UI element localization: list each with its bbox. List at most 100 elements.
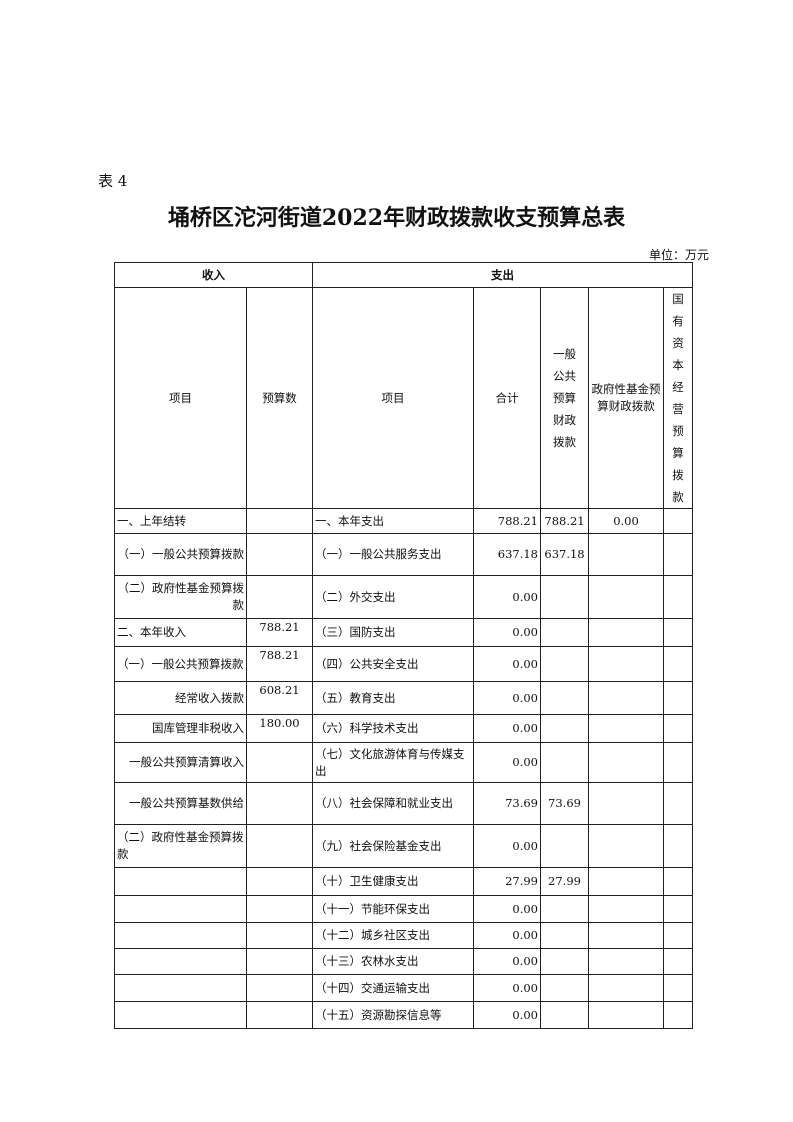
cell-state-capital: [663, 575, 693, 619]
cell-general: 27.99: [540, 867, 589, 896]
cell-income-budget: 608.21: [246, 681, 313, 715]
col-expense-item: 项目: [312, 287, 474, 509]
cell-general: 73.69: [540, 782, 589, 825]
cell-general: [540, 618, 589, 647]
cell-general: [540, 1001, 589, 1029]
table-row: （十）卫生健康支出 27.99 27.99: [114, 867, 693, 896]
cell-state-capital: [663, 1001, 693, 1029]
cell-expense-item: （十二）城乡社区支出: [312, 922, 474, 949]
cell-expense-item: （四）公共安全支出: [312, 646, 474, 682]
cell-state-capital: [663, 895, 693, 923]
cell-total: 0.00: [473, 922, 541, 949]
table-row: （十五）资源勘探信息等 0.00: [114, 1001, 693, 1029]
cell-income-item: （二）政府性基金预算拨款: [114, 575, 247, 619]
cell-expense-item: 一、本年支出: [312, 508, 474, 534]
cell-total: 0.00: [473, 681, 541, 715]
cell-general: [540, 824, 589, 868]
cell-gov-fund: [588, 782, 664, 825]
cell-income-item: 二、本年收入: [114, 618, 247, 647]
cell-gov-fund: [588, 575, 664, 619]
cell-total: 788.21: [473, 508, 541, 534]
cell-state-capital: [663, 782, 693, 825]
cell-expense-item: （八）社会保障和就业支出: [312, 782, 474, 825]
cell-income-item: 一般公共预算清算收入: [114, 742, 247, 783]
cell-income-budget: 788.21: [246, 646, 313, 682]
table-row: （二）政府性基金预算拨款 （九）社会保险基金支出 0.00: [114, 824, 693, 868]
table-row: 一、上年结转 一、本年支出 788.21 788.21 0.00: [114, 508, 693, 534]
page-title: 埇桥区沱河街道2022年财政拨款收支预算总表: [167, 205, 626, 231]
cell-expense-item: （十三）农林水支出: [312, 948, 474, 975]
cell-state-capital: [663, 948, 693, 975]
table-row: （十三）农林水支出 0.00: [114, 948, 693, 975]
cell-general: 788.21: [540, 508, 589, 534]
cell-income-item: （二）政府性基金预算拨款: [114, 824, 247, 868]
table-row: （十四）交通运输支出 0.00: [114, 974, 693, 1002]
cell-total: 0.00: [473, 1001, 541, 1029]
table-row: 二、本年收入 788.21 （三）国防支出 0.00: [114, 618, 693, 647]
cell-state-capital: [663, 824, 693, 868]
table-row: （十二）城乡社区支出 0.00: [114, 922, 693, 949]
cell-state-capital: [663, 867, 693, 896]
cell-state-capital: [663, 714, 693, 743]
cell-expense-item: （十一）节能环保支出: [312, 895, 474, 923]
cell-general: [540, 974, 589, 1002]
cell-income-item: [114, 922, 247, 949]
cell-gov-fund: [588, 974, 664, 1002]
cell-general: [540, 714, 589, 743]
cell-income-budget: [246, 575, 313, 619]
col-income-budget: 预算数: [246, 287, 313, 509]
cell-income-budget: 180.00: [246, 714, 313, 743]
cell-gov-fund: [588, 922, 664, 949]
cell-income-item: [114, 867, 247, 896]
cell-income-budget: [246, 824, 313, 868]
cell-gov-fund: [588, 867, 664, 896]
col-general: 一般公共预算财政拨款: [540, 287, 589, 509]
cell-gov-fund: [588, 948, 664, 975]
cell-gov-fund: [588, 742, 664, 783]
cell-income-item: [114, 895, 247, 923]
cell-total: 0.00: [473, 974, 541, 1002]
cell-income-item: [114, 948, 247, 975]
table-row: 国库管理非税收入 180.00 （六）科学技术支出 0.00: [114, 714, 693, 743]
cell-income-budget: [246, 533, 313, 576]
cell-state-capital: [663, 618, 693, 647]
cell-general: [540, 646, 589, 682]
col-income-item: 项目: [114, 287, 247, 509]
cell-state-capital: [663, 974, 693, 1002]
cell-expense-item: （一）一般公共服务支出: [312, 533, 474, 576]
cell-expense-item: （十）卫生健康支出: [312, 867, 474, 896]
table-row: 经常收入拨款 608.21 （五）教育支出 0.00: [114, 681, 693, 715]
cell-total: 0.00: [473, 895, 541, 923]
cell-income-budget: [246, 922, 313, 949]
cell-total: 0.00: [473, 714, 541, 743]
cell-expense-item: （六）科学技术支出: [312, 714, 474, 743]
cell-expense-item: （二）外交支出: [312, 575, 474, 619]
cell-income-budget: [246, 508, 313, 534]
cell-income-budget: [246, 948, 313, 975]
cell-income-item: [114, 974, 247, 1002]
table-row: （十一）节能环保支出 0.00: [114, 895, 693, 923]
cell-general: [540, 742, 589, 783]
budget-table: 收入 支出 项目 预算数 项目 合计 一般公共预算财政拨款 政府性基金预算财政拨…: [114, 262, 693, 1029]
cell-total: 0.00: [473, 575, 541, 619]
cell-income-budget: [246, 782, 313, 825]
cell-state-capital: [663, 922, 693, 949]
income-header: 收入: [114, 262, 313, 288]
cell-income-item: [114, 1001, 247, 1029]
table-number: 表 4: [98, 172, 128, 190]
cell-state-capital: [663, 533, 693, 576]
cell-income-item: 一、上年结转: [114, 508, 247, 534]
cell-income-item: （一）一般公共预算拨款: [114, 533, 247, 576]
cell-gov-fund: [588, 714, 664, 743]
cell-expense-item: （九）社会保险基金支出: [312, 824, 474, 868]
cell-total: 0.00: [473, 646, 541, 682]
cell-income-budget: [246, 1001, 313, 1029]
cell-general: [540, 575, 589, 619]
cell-income-budget: 788.21: [246, 618, 313, 647]
cell-total: 0.00: [473, 742, 541, 783]
cell-income-budget: [246, 867, 313, 896]
cell-total: 27.99: [473, 867, 541, 896]
cell-gov-fund: [588, 895, 664, 923]
cell-state-capital: [663, 508, 693, 534]
cell-general: [540, 922, 589, 949]
